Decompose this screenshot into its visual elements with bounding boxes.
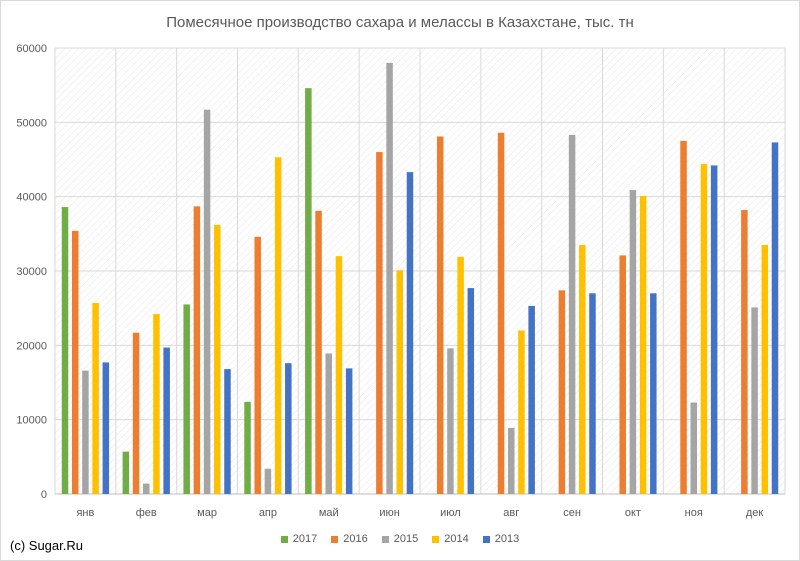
bar-2015-янв <box>82 370 89 494</box>
bar-2013-янв <box>102 362 110 494</box>
legend-item-2017: 2017 <box>280 533 318 545</box>
bar-2013-июл <box>467 288 475 494</box>
x-tick-label: авг <box>503 507 519 519</box>
bar-2013-апр <box>285 363 292 494</box>
bar-2015-июн <box>386 62 393 494</box>
legend-label: 2014 <box>444 533 469 545</box>
tick-labels: 0 10000 20000 30000 40000 50000 60000 янв фев мар… <box>16 43 763 519</box>
bar-2016-май <box>315 210 322 495</box>
bar-2014-сен <box>579 244 586 494</box>
y-tick-label: 60000 <box>16 43 47 55</box>
y-tick-label: 20000 <box>16 340 47 352</box>
x-tick-label: июл <box>440 507 461 519</box>
bar-2014-янв <box>92 302 99 494</box>
bar-2015-сен <box>568 134 576 494</box>
bar-2013-авг <box>528 305 535 494</box>
bar-2015-июл <box>447 348 454 494</box>
legend-swatch <box>331 535 339 543</box>
bar-2015-апр <box>264 468 272 494</box>
bar-2014-июл <box>457 256 464 494</box>
bar-2017-фев <box>122 451 130 494</box>
x-tick-label: дек <box>746 507 764 519</box>
y-tick-label: 10000 <box>16 415 47 427</box>
y-tick-label: 0 <box>41 489 47 501</box>
bar-2016-янв <box>71 230 79 495</box>
bar-2017-апр <box>244 401 251 494</box>
legend-item-2016: 2016 <box>331 533 368 545</box>
bar-chart: 0 10000 20000 30000 40000 50000 60000 янв фев мар… <box>16 43 786 519</box>
bar-2015-май <box>325 353 332 494</box>
bar-2014-дек <box>761 244 769 494</box>
x-tick-label: июн <box>379 507 399 519</box>
legend-label: 2013 <box>494 533 520 545</box>
legend-label: 2015 <box>393 533 419 545</box>
bar-2017-май <box>305 88 312 494</box>
bar-2013-дек <box>771 142 779 495</box>
bar-2017-мар <box>183 304 190 494</box>
bars <box>61 62 779 495</box>
legend: 2017 2016 2015 2014 2013 <box>0 533 800 545</box>
bar-2016-фев <box>132 332 140 494</box>
bar-2016-июл <box>436 136 444 494</box>
bar-2014-мар <box>214 224 221 494</box>
bar-2016-дек <box>741 210 748 494</box>
x-tick-label: сен <box>563 507 581 519</box>
bar-2013-фев <box>163 347 170 494</box>
x-tick-label: мар <box>197 507 217 519</box>
bar-2013-мар <box>224 369 231 494</box>
bar-2014-июн <box>396 270 404 494</box>
legend-label: 2017 <box>292 533 318 545</box>
x-tick-label: окт <box>625 507 641 519</box>
legend-swatch <box>381 535 389 543</box>
legend-swatch <box>432 535 440 543</box>
chart-title: Помесячное производство сахара и мелассы… <box>166 14 634 31</box>
bar-2013-ноя <box>710 165 718 495</box>
bar-2015-мар <box>203 109 211 495</box>
bar-2014-авг <box>518 330 525 494</box>
bar-2013-июн <box>406 172 414 495</box>
x-tick-label: апр <box>259 507 277 519</box>
bar-2016-авг <box>497 132 505 495</box>
legend-item-2013: 2013 <box>482 533 520 545</box>
bar-2015-окт <box>629 189 637 494</box>
bar-2016-апр <box>254 236 261 494</box>
bar-2014-май <box>335 256 343 494</box>
bar-2016-окт <box>619 255 626 494</box>
bar-2014-фев <box>153 314 160 494</box>
y-tick-label: 30000 <box>16 266 47 278</box>
bar-2017-янв <box>61 207 69 494</box>
bar-2013-сен <box>589 293 596 494</box>
bar-2015-фев <box>143 483 150 494</box>
bar-2014-апр <box>274 157 282 494</box>
bar-2014-ноя <box>700 163 708 494</box>
bar-2016-сен <box>558 290 566 494</box>
x-tick-label: ноя <box>685 507 703 519</box>
y-tick-label: 50000 <box>16 117 47 129</box>
bar-2015-ноя <box>690 402 697 494</box>
legend-label: 2016 <box>343 533 368 545</box>
x-tick-label: май <box>319 507 339 519</box>
x-tick-label: янв <box>76 507 94 519</box>
legend-swatch <box>280 535 288 543</box>
credit-text: (c) Sugar.Ru <box>10 538 83 553</box>
gridlines <box>54 47 786 495</box>
legend-item-2014: 2014 <box>432 533 469 545</box>
bar-2015-дек <box>751 307 758 494</box>
bar-2016-мар <box>193 206 201 494</box>
bar-2013-окт <box>650 293 657 494</box>
bar-2015-авг <box>508 427 515 494</box>
legend-item-2015: 2015 <box>381 533 419 545</box>
bar-2016-ноя <box>680 140 687 494</box>
legend-swatch <box>482 535 490 543</box>
x-tick-label: фев <box>136 507 157 519</box>
bar-2014-окт <box>639 195 647 494</box>
bar-2016-июн <box>376 152 383 495</box>
bar-2013-май <box>345 368 353 494</box>
y-tick-label: 40000 <box>16 192 47 204</box>
